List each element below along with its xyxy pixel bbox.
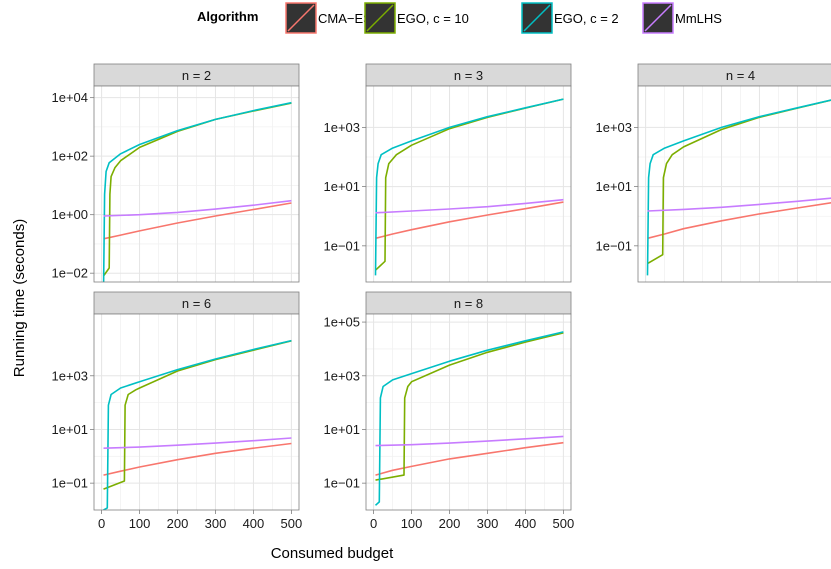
x-tick-label: 0	[98, 516, 105, 531]
y-tick-label: 1e−01	[51, 476, 88, 491]
y-tick-label: 1e+01	[595, 179, 632, 194]
y-tick-label: 1e+01	[323, 179, 360, 194]
y-tick-label: 1e+03	[51, 368, 88, 383]
y-tick-label: 1e+05	[323, 315, 360, 330]
series-group	[374, 98, 564, 276]
y-tick-label: 1e+03	[595, 120, 632, 135]
facet-panel: n = 6 1e−01 1e+01 1e+03 0 100 200 300 400 500	[51, 291, 303, 531]
plot-background	[638, 86, 831, 282]
series-line	[375, 332, 564, 481]
x-tick-label: 200	[167, 516, 189, 531]
y-axis-title: Running time (seconds)	[11, 219, 28, 377]
x-tick-label: 500	[553, 516, 575, 531]
y-tick-label: 1e−01	[323, 238, 360, 253]
gridlines	[366, 314, 571, 510]
legend-item: CMA−ES	[285, 2, 372, 34]
legend-title: Algorithm	[197, 9, 258, 24]
series-line	[375, 441, 564, 476]
gridlines	[94, 314, 299, 510]
legend-key-line	[287, 4, 315, 32]
facet-panel: n = 4 1e−01 1e+01 1e+03	[595, 63, 831, 283]
x-tick-label: 400	[515, 516, 537, 531]
gridlines	[366, 86, 571, 282]
gridlines	[94, 86, 299, 282]
x-tick-label: 0	[370, 516, 377, 531]
y-tick-label: 1e+02	[51, 149, 88, 164]
panel-border	[93, 85, 300, 283]
panel-border	[637, 85, 831, 283]
y-tick-label: 1e+01	[323, 422, 360, 437]
panel-border	[93, 313, 300, 511]
facet-strip-label: n = 2	[182, 68, 211, 83]
x-tick-label: 100	[129, 516, 151, 531]
series-group	[102, 101, 292, 282]
series-line	[375, 198, 564, 214]
facet-strip-label: n = 4	[726, 68, 755, 83]
facet-panel: n = 3 1e−01 1e+01 1e+03	[323, 63, 572, 283]
legend-item: MmLHS	[642, 2, 722, 34]
series-line	[102, 101, 292, 282]
gridlines	[638, 86, 831, 282]
y-tick-label: 1e−01	[595, 238, 632, 253]
legend: Algorithm CMA−ES EGO, c = 10 EGO, c = 2 MmLH…	[197, 2, 722, 34]
facet-panels: n = 2 1e−02 1e+00 1e+02 1e+04 n = 3 1e−01 1e+01…	[51, 63, 831, 531]
series-line	[647, 197, 831, 212]
legend-label: EGO, c = 10	[397, 11, 469, 26]
legend-item: EGO, c = 2	[521, 2, 619, 34]
series-line	[103, 437, 292, 449]
facet-strip-label: n = 8	[454, 296, 483, 311]
series-line	[375, 435, 564, 447]
series-line	[103, 339, 292, 510]
y-tick-label: 1e+00	[51, 207, 88, 222]
facet-strip-label: n = 6	[182, 296, 211, 311]
series-line	[375, 201, 564, 240]
x-tick-label: 500	[281, 516, 303, 531]
legend-key-line	[644, 4, 672, 32]
panel-border	[365, 313, 572, 511]
facet-strip-label: n = 3	[454, 68, 483, 83]
legend-key-line	[523, 4, 551, 32]
y-tick-label: 1e+04	[51, 90, 88, 105]
y-tick-label: 1e−01	[323, 476, 360, 491]
series-line	[103, 202, 292, 240]
series-line	[646, 99, 831, 276]
x-tick-label: 200	[439, 516, 461, 531]
y-tick-label: 1e+03	[323, 120, 360, 135]
series-line	[374, 331, 564, 506]
facet-panel: n = 8 1e−01 1e+01 1e+03 1e+05 0 100 200 300 400 50…	[323, 291, 575, 531]
legend-label: MmLHS	[675, 11, 722, 26]
facet-panel: n = 2 1e−02 1e+00 1e+02 1e+04	[51, 63, 300, 283]
series-line	[647, 201, 831, 240]
panel-border	[365, 85, 572, 283]
legend-label: CMA−ES	[318, 11, 372, 26]
series-line	[103, 442, 292, 476]
y-tick-label: 1e+03	[323, 368, 360, 383]
legend-key-line	[366, 4, 394, 32]
x-axis-title: Consumed budget	[271, 545, 394, 562]
x-tick-label: 300	[205, 516, 227, 531]
x-tick-label: 100	[401, 516, 423, 531]
x-tick-label: 300	[477, 516, 499, 531]
series-group	[374, 331, 564, 506]
x-tick-label: 400	[243, 516, 265, 531]
series-line	[374, 98, 564, 276]
y-tick-label: 1e+01	[51, 422, 88, 437]
series-group	[103, 339, 292, 510]
series-line	[103, 199, 292, 217]
y-tick-label: 1e−02	[51, 266, 88, 281]
legend-item: EGO, c = 10	[364, 2, 469, 34]
legend-label: EGO, c = 2	[554, 11, 619, 26]
series-group	[646, 99, 831, 276]
